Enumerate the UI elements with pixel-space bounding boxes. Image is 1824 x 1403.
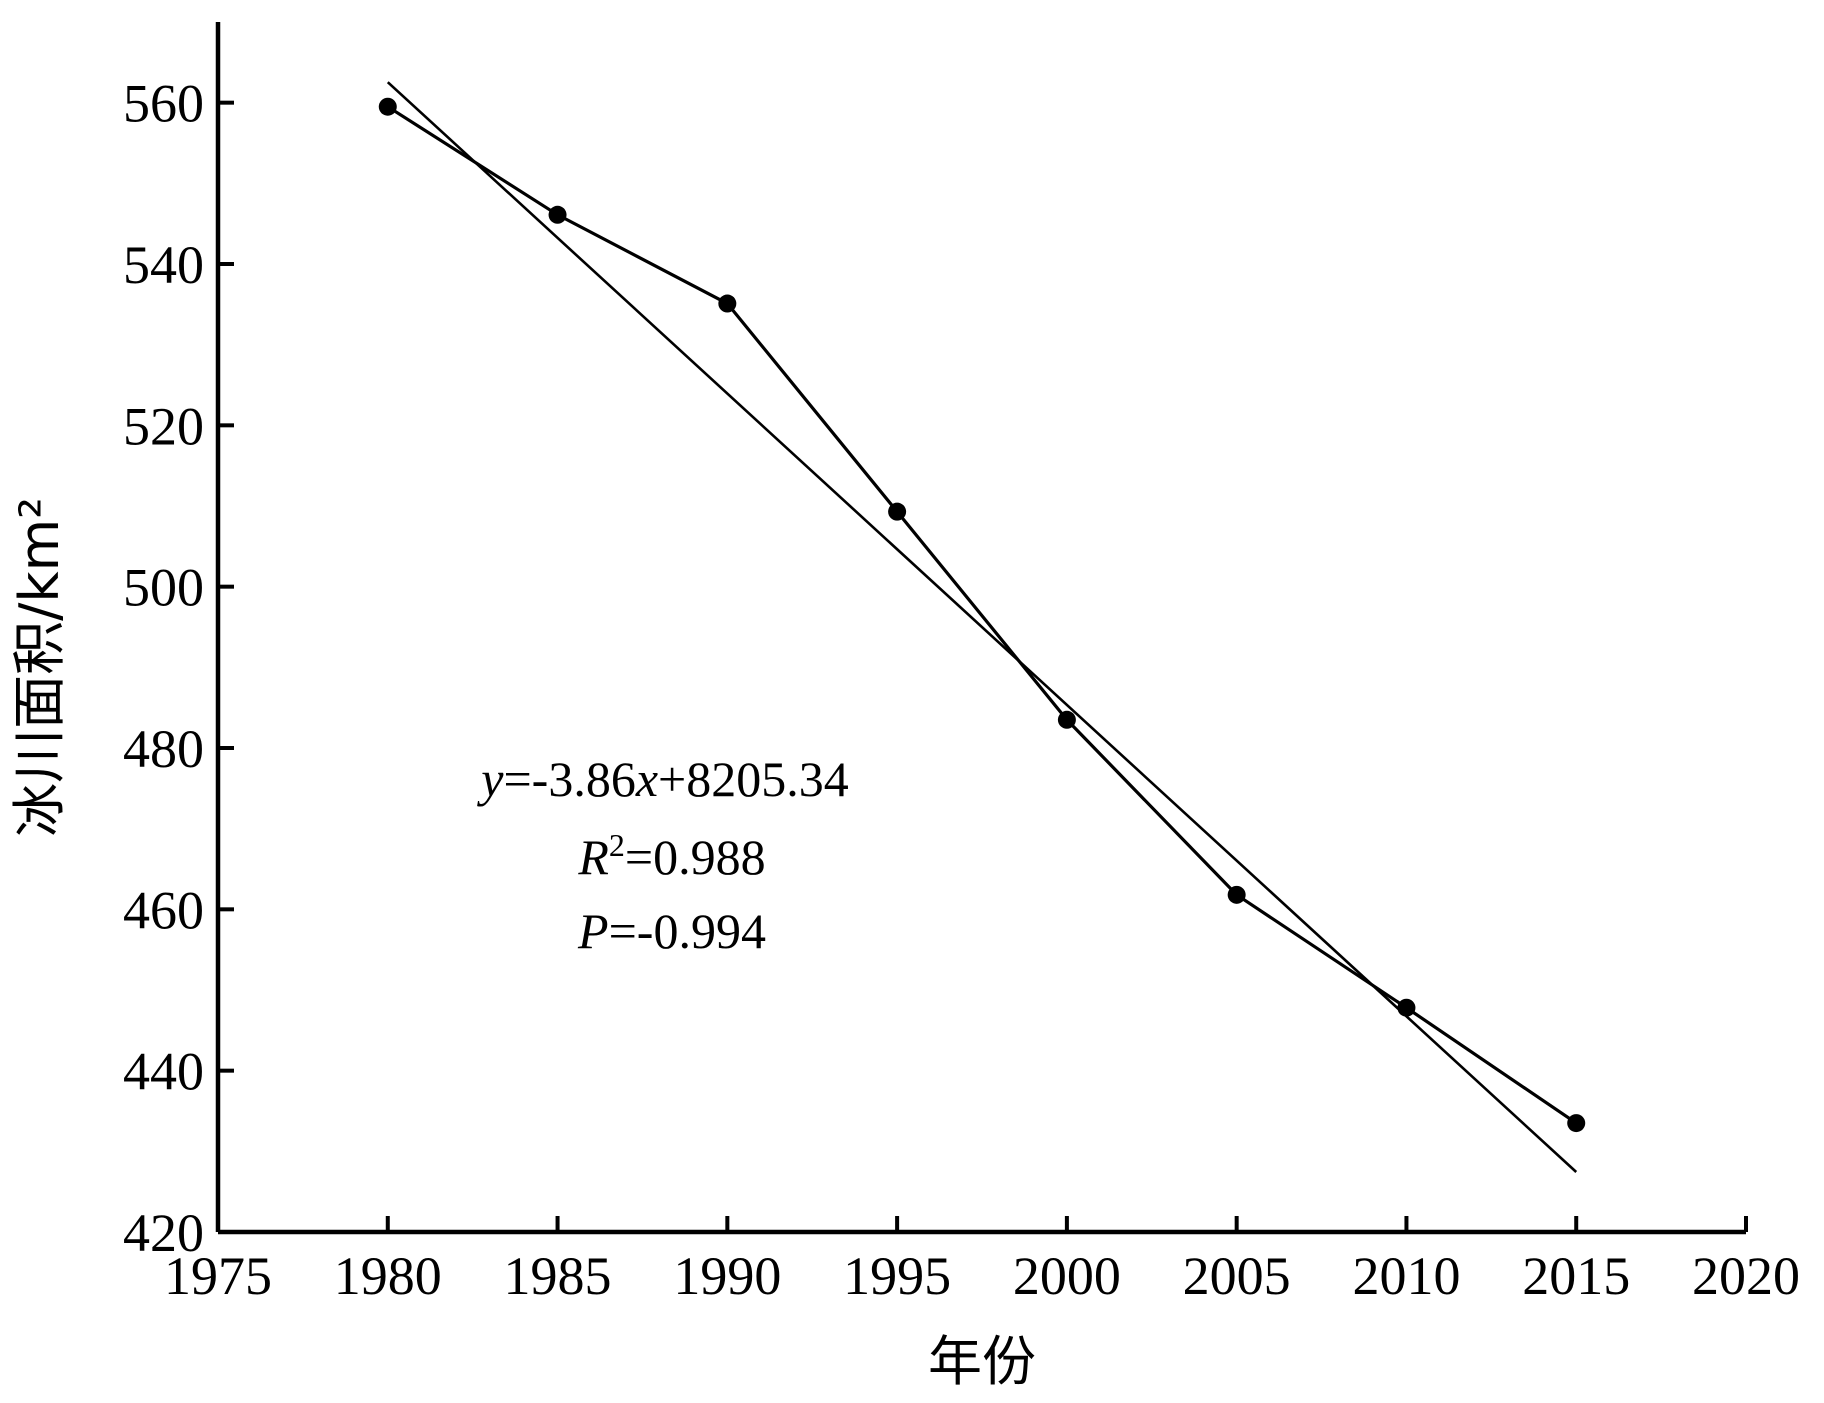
x-tick-label: 1990 — [673, 1246, 781, 1306]
data-point — [1057, 710, 1076, 729]
x-axis-title: 年份 — [928, 1330, 1036, 1393]
y-tick-label: 480 — [123, 719, 204, 779]
data-point — [548, 205, 567, 224]
plot-area — [378, 81, 1586, 1173]
regression-annotation: y=-3.86x+8205.34 R2=0.988 P=-0.994 — [476, 751, 848, 959]
y-tick-label: 560 — [123, 74, 204, 134]
y-tick-label: 500 — [123, 558, 204, 618]
axes: 1975 1980 1985 1990 1995 2000 2005 2010 2015 2020… — [123, 22, 1800, 1306]
eq-x-symbol: x — [635, 751, 658, 807]
y-tick-label: 440 — [123, 1042, 204, 1102]
y-ticks: 420 440 460 480 500 520 540 560 — [123, 74, 234, 1263]
x-tick-label: 2020 — [1692, 1246, 1800, 1306]
r-superscript: 2 — [609, 827, 625, 863]
p-symbol: P — [577, 903, 609, 959]
r-squared-text: R2=0.988 — [577, 827, 765, 885]
x-tick-label: 1995 — [843, 1246, 951, 1306]
eq-y-symbol: y — [476, 751, 504, 807]
regression-equation: y=-3.86x+8205.34 — [476, 751, 848, 807]
x-tick-label: 2005 — [1183, 1246, 1291, 1306]
series-line — [386, 105, 1578, 1125]
data-point — [1567, 1114, 1586, 1133]
r2-value: =0.988 — [625, 829, 766, 885]
x-ticks: 1975 1980 1985 1990 1995 2000 2005 2010 2015 2020 — [164, 1216, 1800, 1306]
y-tick-label: 540 — [123, 235, 204, 295]
y-axis-title: 冰川面积/km² — [8, 497, 71, 837]
y-tick-label: 520 — [123, 396, 204, 456]
data-point — [1397, 998, 1416, 1017]
x-tick-label: 1985 — [504, 1246, 612, 1306]
x-tick-label: 1980 — [334, 1246, 442, 1306]
r-symbol: R — [577, 829, 609, 885]
eq-coef: =-3.86 — [503, 751, 635, 807]
eq-intercept: +8205.34 — [658, 751, 849, 807]
x-tick-label: 2015 — [1522, 1246, 1630, 1306]
data-point — [378, 97, 397, 116]
y-tick-label: 420 — [123, 1203, 204, 1263]
data-point — [718, 294, 737, 313]
x-tick-label: 2010 — [1352, 1246, 1460, 1306]
x-tick-label: 1975 — [164, 1246, 272, 1306]
data-point — [888, 502, 907, 521]
data-point — [1227, 885, 1246, 904]
p-value: =-0.994 — [609, 903, 766, 959]
y-tick-label: 460 — [123, 880, 204, 940]
p-value-text: P=-0.994 — [577, 903, 766, 959]
x-tick-label: 2000 — [1013, 1246, 1121, 1306]
